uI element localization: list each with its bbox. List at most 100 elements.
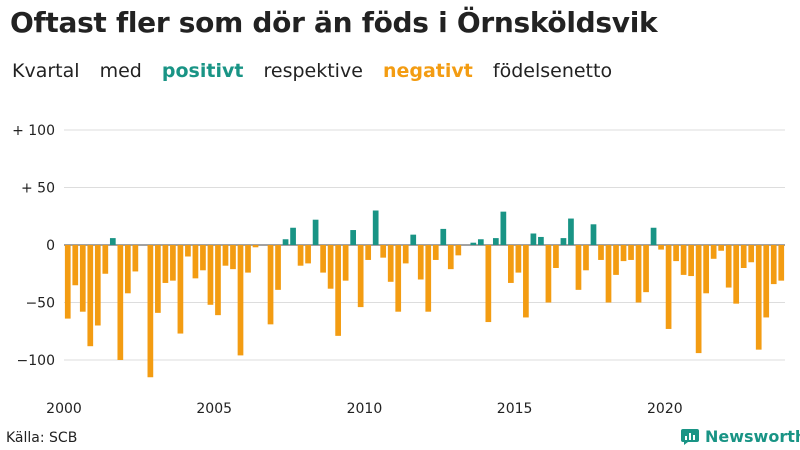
bar: [357, 245, 364, 308]
bar: [192, 245, 199, 279]
bar: [575, 245, 582, 290]
bar: [402, 245, 409, 264]
bar: [417, 245, 424, 280]
bar: [320, 245, 326, 273]
bar: [94, 245, 101, 326]
bar: [290, 227, 296, 245]
bar: [305, 245, 311, 264]
bar: [275, 245, 281, 290]
bar: [673, 245, 679, 262]
bar: [470, 242, 477, 245]
subtitle-kvartal: Kvartal: [12, 60, 80, 82]
chart-title: Oftast fler som dör än föds i Örnsköldsv…: [10, 6, 658, 39]
bar: [477, 239, 484, 245]
bar: [718, 245, 725, 251]
bar: [350, 230, 357, 245]
brand-logo: Newsworthy: [680, 424, 800, 448]
bar: [335, 245, 341, 336]
subtitle-med: med: [99, 60, 142, 82]
bar: [523, 245, 529, 318]
y-tick-label: −50: [25, 296, 55, 312]
bar: [725, 245, 732, 288]
bar: [230, 245, 236, 270]
bar: [703, 245, 709, 294]
bar: [508, 245, 514, 283]
bar: [72, 245, 79, 286]
bar: [538, 236, 544, 245]
bar: [252, 245, 259, 248]
x-tick-label: 2015: [497, 401, 533, 417]
subtitle-respektive: respektive: [263, 60, 363, 82]
newsworthy-logo-icon: [681, 429, 699, 445]
bar: [162, 245, 169, 283]
bar: [237, 245, 244, 356]
bar: [763, 245, 770, 318]
bar: [410, 234, 417, 245]
bar: [530, 233, 537, 245]
bar: [155, 245, 161, 313]
bar: [440, 228, 447, 245]
subtitle-fodelsenetto: födelsenetto: [492, 60, 613, 82]
bar: [87, 245, 94, 347]
bar: [778, 245, 785, 281]
bar: [132, 245, 139, 272]
bar: [387, 245, 394, 282]
x-tick-label: 2010: [347, 401, 383, 417]
bar: [215, 245, 221, 316]
bar: [222, 245, 229, 266]
chart-subtitle: Kvartal med positivt respektive negativt…: [12, 60, 626, 82]
bar: [117, 245, 124, 360]
x-tick-label: 2020: [647, 401, 683, 417]
bar: [365, 245, 372, 260]
bar: [770, 245, 777, 285]
bar: [447, 245, 454, 270]
bar: [605, 245, 612, 303]
y-tick-label: + 100: [12, 123, 55, 139]
bar: [733, 245, 740, 304]
bar: [109, 238, 116, 245]
bar: [643, 245, 649, 293]
bar: [710, 245, 717, 259]
bar: [590, 224, 597, 245]
bar: [658, 245, 664, 250]
bar: [688, 245, 694, 277]
bar: [282, 239, 289, 245]
bar: [64, 245, 71, 319]
y-tick-label: + 50: [21, 181, 55, 197]
bar: [342, 245, 349, 281]
bar: [485, 245, 492, 323]
bar: [635, 245, 642, 303]
bar: [740, 245, 747, 268]
bar: [598, 245, 604, 260]
bar: [327, 245, 334, 289]
x-tick-label: 2005: [196, 401, 232, 417]
bar: [500, 211, 507, 245]
bar: [177, 245, 184, 334]
bar: [553, 245, 559, 268]
bar: [432, 245, 439, 260]
x-tick-label: 2000: [46, 401, 82, 417]
y-tick-label: −100: [17, 353, 55, 369]
bar: [267, 245, 274, 325]
bar: [297, 245, 304, 266]
bar: [568, 218, 574, 245]
bar: [455, 245, 462, 256]
y-tick-label: 0: [46, 238, 55, 254]
source-note: Källa: SCB: [6, 430, 78, 446]
bar: [395, 245, 402, 312]
bar: [425, 245, 432, 312]
bar: [680, 245, 687, 275]
bar: [560, 238, 567, 245]
bar: [372, 210, 379, 245]
bar: [312, 219, 319, 245]
bar: [628, 245, 634, 260]
bar: [207, 245, 214, 305]
bar: [170, 245, 176, 281]
bar: [200, 245, 206, 271]
bar: [147, 245, 154, 378]
bar: [124, 245, 131, 294]
bar: [545, 245, 552, 303]
bar: [185, 245, 191, 257]
bar: [650, 227, 657, 245]
